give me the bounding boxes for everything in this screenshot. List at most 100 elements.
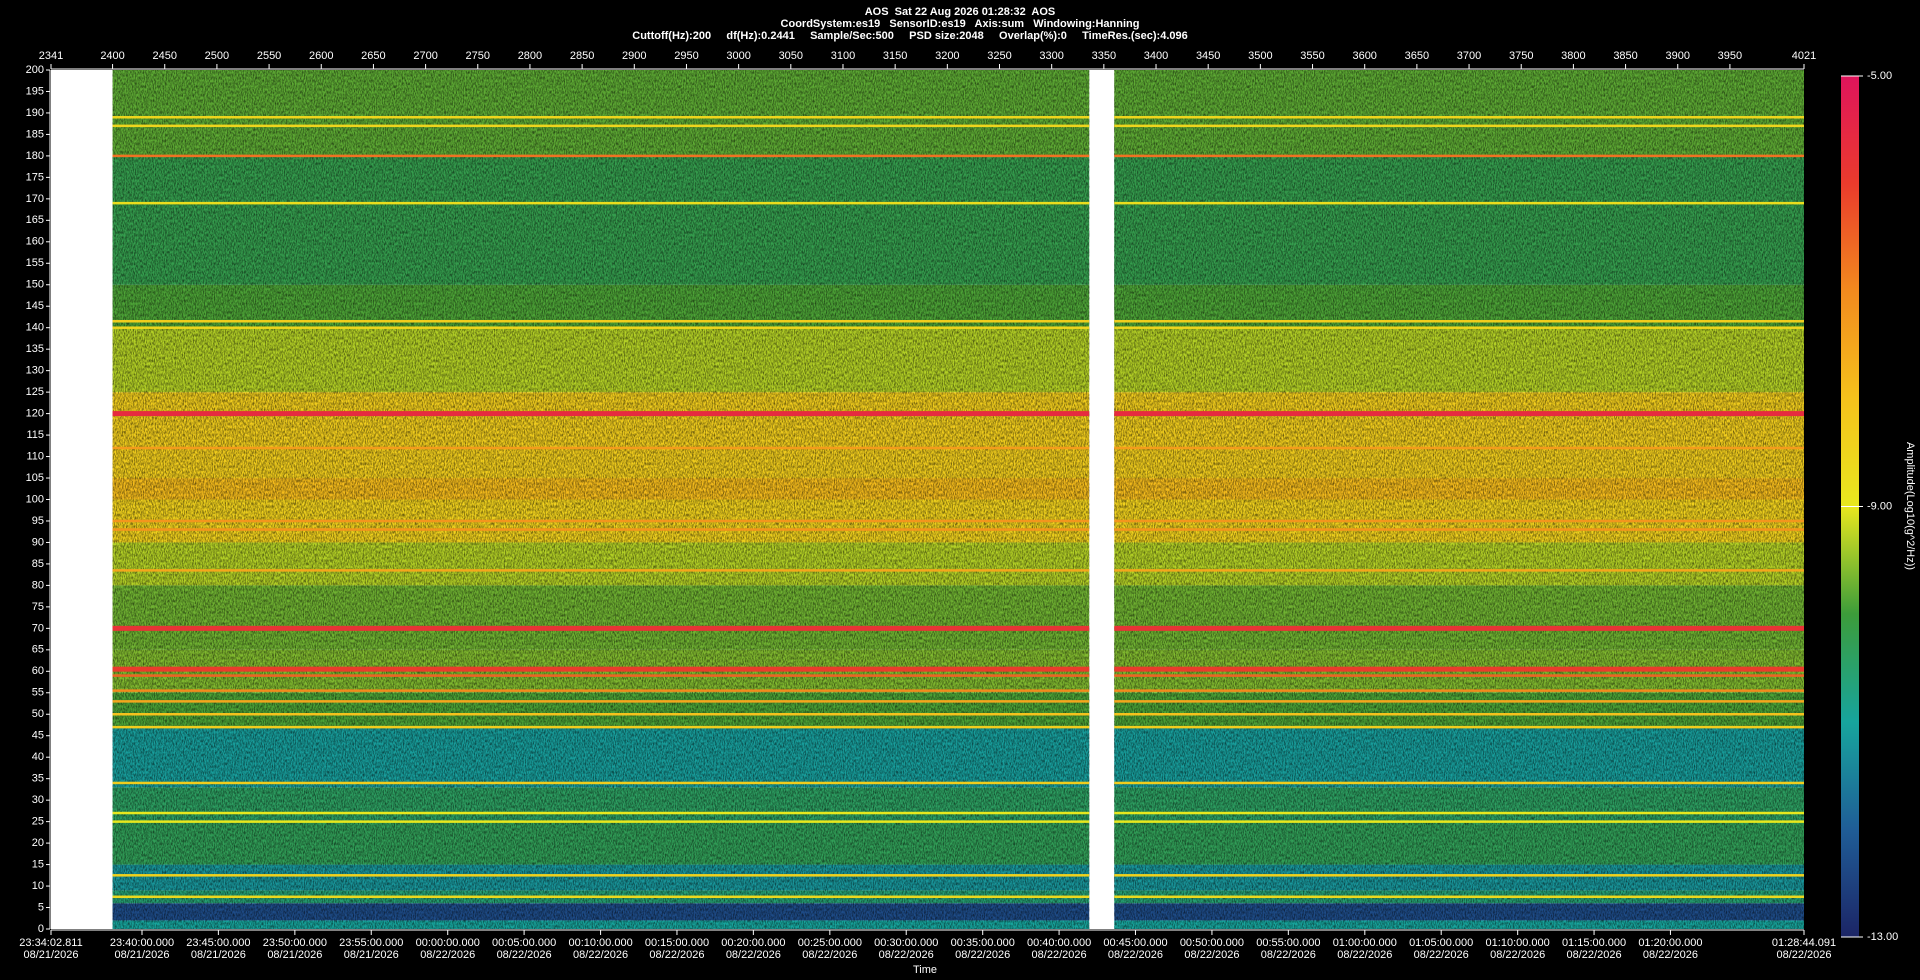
time-tick-date: 08/22/2026: [649, 949, 704, 961]
x-tick-label: 3850: [1613, 50, 1637, 62]
frequency-line: [1114, 811, 1804, 815]
frequency-line: [1114, 625, 1804, 631]
x-tick-label: 2550: [257, 50, 281, 62]
time-tick-label: 01:10:00.000: [1486, 937, 1550, 949]
y-tick-label: 0: [38, 923, 44, 935]
x-tick-label: 2341: [39, 50, 63, 62]
time-tick-label: 00:30:00.000: [874, 937, 938, 949]
frequency-line: [1114, 201, 1804, 205]
frequency-line: [112, 625, 1090, 631]
y-tick-label: 185: [26, 128, 44, 140]
frequency-line: [112, 820, 1090, 823]
time-tick-date: 08/22/2026: [1776, 949, 1831, 961]
time-tick-label: 01:05:00.000: [1409, 937, 1473, 949]
frequency-line: [112, 811, 1090, 815]
colorbar-tick-label: -5.00: [1867, 70, 1892, 82]
y-tick-label: 155: [26, 257, 44, 269]
colorbar-tick-label: -9.00: [1867, 500, 1892, 512]
x-tick-label: 2800: [518, 50, 542, 62]
y-tick-label: 5: [38, 901, 44, 913]
x-tick-label: 2450: [152, 50, 176, 62]
frequency-line: [1114, 320, 1804, 323]
frequency-line: [112, 674, 1090, 677]
y-tick-label: 75: [32, 601, 44, 613]
time-tick-date: 08/22/2026: [802, 949, 857, 961]
time-tick-label: 00:55:00.000: [1256, 937, 1320, 949]
plot-area: [51, 70, 1804, 929]
time-tick-label: 00:25:00.000: [798, 937, 862, 949]
y-tick-label: 165: [26, 214, 44, 226]
frequency-line: [1114, 689, 1804, 692]
frequency-line: [112, 725, 1090, 729]
y-tick-label: 175: [26, 171, 44, 183]
chart-subtitle: CoordSystem:es19 SensorID:es19 Axis:sum …: [781, 18, 1140, 30]
y-tick-label: 35: [32, 773, 44, 785]
y-tick-label: 125: [26, 386, 44, 398]
frequency-line: [112, 569, 1090, 572]
time-tick-label: 00:15:00.000: [645, 937, 709, 949]
x-tick-label: 3050: [779, 50, 803, 62]
x-tick-label: 3200: [935, 50, 959, 62]
x-tick-label: 2500: [205, 50, 229, 62]
frequency-line: [1114, 781, 1804, 785]
x-tick-label: 3600: [1352, 50, 1376, 62]
y-tick-label: 130: [26, 365, 44, 377]
y-tick-label: 55: [32, 687, 44, 699]
time-tick-date: 08/22/2026: [879, 949, 934, 961]
x-tick-label: 3500: [1248, 50, 1272, 62]
frequency-line: [1114, 569, 1804, 572]
y-tick-label: 65: [32, 644, 44, 656]
frequency-line: [112, 895, 1090, 899]
y-tick-label: 60: [32, 665, 44, 677]
frequency-line: [1114, 874, 1804, 877]
data-segment: [112, 70, 1090, 929]
time-tick-date: 08/22/2026: [573, 949, 628, 961]
time-tick-date: 08/22/2026: [726, 949, 781, 961]
x-tick-label: 3150: [883, 50, 907, 62]
frequency-line: [112, 115, 1090, 119]
time-tick-label: 23:55:00.000: [339, 937, 403, 949]
time-tick-date: 08/22/2026: [1184, 949, 1239, 961]
frequency-line: [112, 874, 1090, 877]
y-tick-label: 70: [32, 622, 44, 634]
frequency-line: [112, 700, 1090, 703]
noise-texture: [112, 70, 1090, 929]
x-tick-label: 3400: [1144, 50, 1168, 62]
time-tick-date: 08/21/2026: [267, 949, 322, 961]
time-tick-date: 08/21/2026: [114, 949, 169, 961]
x-tick-label: 3350: [1092, 50, 1116, 62]
time-tick-label: 23:50:00.000: [263, 937, 327, 949]
time-tick-label: 00:05:00.000: [492, 937, 556, 949]
y-tick-label: 30: [32, 794, 44, 806]
time-tick-label: 01:00:00.000: [1333, 937, 1397, 949]
y-tick-label: 105: [26, 472, 44, 484]
time-tick-date: 08/22/2026: [1643, 949, 1698, 961]
frequency-line: [1114, 820, 1804, 823]
x-tick-label: 3650: [1405, 50, 1429, 62]
x-tick-label: 2850: [570, 50, 594, 62]
time-tick-date: 08/22/2026: [1261, 949, 1316, 961]
time-tick-label: 23:45:00.000: [186, 937, 250, 949]
frequency-line: [1114, 446, 1804, 450]
y-tick-label: 170: [26, 193, 44, 205]
frequency-line: [1114, 528, 1804, 531]
chart-title: AOS Sat 22 Aug 2026 01:28:32 AOS: [865, 6, 1056, 18]
y-tick-label: 195: [26, 85, 44, 97]
frequency-line: [112, 689, 1090, 692]
time-tick-date: 08/21/2026: [344, 949, 399, 961]
y-tick-label: 200: [26, 64, 44, 76]
x-tick-label: 3300: [1039, 50, 1063, 62]
time-tick-label: 00:45:00.000: [1103, 937, 1167, 949]
time-tick-label: 00:10:00.000: [568, 937, 632, 949]
x-tick-label: 2900: [622, 50, 646, 62]
x-tick-label: 3750: [1509, 50, 1533, 62]
frequency-line: [1114, 895, 1804, 899]
frequency-line: [1114, 124, 1804, 128]
frequency-line: [1114, 411, 1804, 417]
x-tick-label: 2600: [309, 50, 333, 62]
y-tick-label: 190: [26, 107, 44, 119]
y-tick-label: 80: [32, 579, 44, 591]
y-tick-label: 85: [32, 558, 44, 570]
y-tick-label: 115: [26, 429, 44, 441]
